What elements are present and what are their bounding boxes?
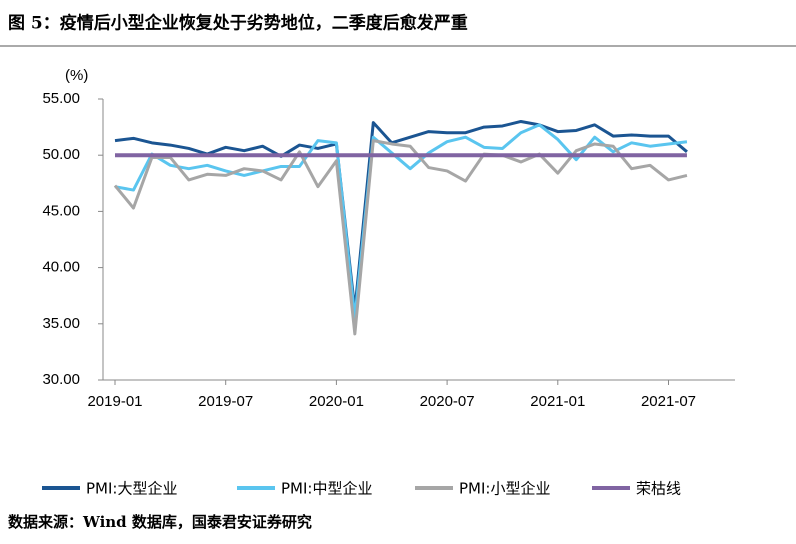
x-tick-label: 2021-01	[530, 393, 585, 410]
x-tick-label: 2021-07	[641, 393, 696, 410]
legend-label: PMI:小型企业	[459, 480, 550, 498]
x-tick-label: 2019-01	[87, 393, 142, 410]
legend-label: PMI:大型企业	[86, 480, 177, 498]
y-tick-label: 35.00	[42, 315, 80, 332]
series-line	[113, 139, 688, 336]
series-line	[114, 123, 688, 320]
y-tick-label: 45.00	[42, 202, 80, 219]
y-tick-label: 30.00	[42, 371, 80, 388]
legend-label: PMI:中型企业	[281, 480, 372, 498]
y-tick-label: 50.00	[42, 146, 80, 163]
chart-title: 图 5：疫情后小型企业恢复处于劣势地位，二季度后愈发严重	[8, 13, 468, 34]
legend-label: 荣枯线	[636, 480, 681, 498]
x-tick-label: 2019-07	[198, 393, 253, 410]
source-note: 数据来源：Wind 数据库，国泰君安证券研究	[8, 513, 312, 531]
y-tick-label: 40.00	[42, 259, 80, 276]
y-tick-label: 55.00	[42, 90, 80, 107]
x-tick-label: 2020-01	[309, 393, 364, 410]
y-unit: (%)	[65, 67, 88, 84]
x-tick-label: 2020-07	[420, 393, 475, 410]
series-line	[114, 119, 688, 312]
